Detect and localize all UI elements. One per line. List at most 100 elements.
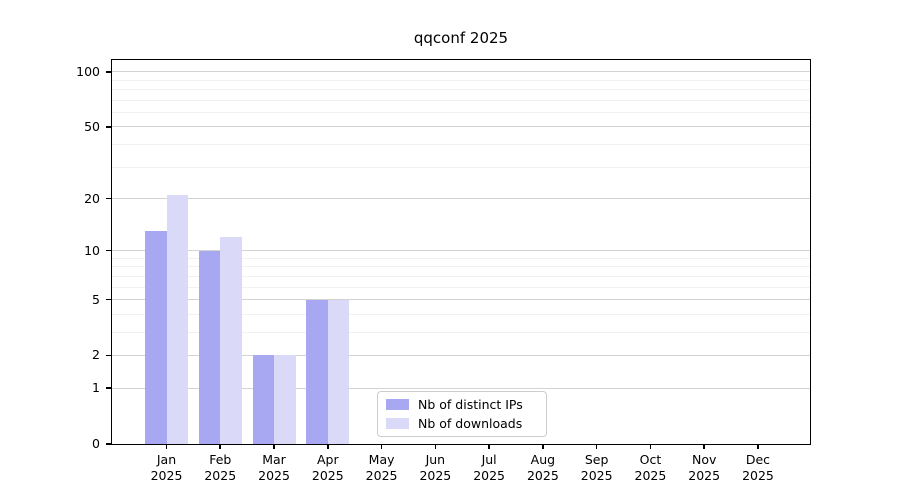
y-tick xyxy=(106,443,112,445)
y-axis-tick-label: 5 xyxy=(92,291,100,307)
gridline-minor xyxy=(112,144,810,146)
x-tick xyxy=(273,444,275,449)
y-tick xyxy=(106,298,112,301)
gridline-minor xyxy=(112,257,810,259)
x-label-year: 2025 xyxy=(258,468,290,483)
x-axis-tick-label: May 2025 xyxy=(350,452,414,484)
x-tick xyxy=(542,444,544,449)
gridline-major xyxy=(112,198,810,200)
x-label-month: Nov xyxy=(691,452,717,467)
bar-downloads xyxy=(220,237,242,444)
plot-area xyxy=(111,59,811,445)
x-tick xyxy=(703,444,705,449)
x-label-month: Dec xyxy=(745,452,771,467)
x-axis-tick-label: Dec 2025 xyxy=(726,452,790,484)
x-axis-tick-label: Apr 2025 xyxy=(296,452,360,484)
x-label-month: Aug xyxy=(530,452,556,467)
legend-swatch xyxy=(386,399,409,410)
x-tick xyxy=(595,444,598,449)
x-label-year: 2025 xyxy=(634,468,667,483)
y-axis-tick-label: 0 xyxy=(92,436,100,451)
y-axis-tick-label: 50 xyxy=(84,118,100,134)
y-axis-tick-label: 2 xyxy=(92,347,100,363)
y-tick xyxy=(106,197,112,200)
y-axis-tick-label: 10 xyxy=(84,242,100,258)
bar-downloads xyxy=(327,299,350,444)
legend-swatch xyxy=(386,418,409,429)
y-tick xyxy=(106,71,112,73)
x-tick xyxy=(649,444,652,449)
gridline-minor xyxy=(112,313,810,315)
bar-distinct-ips xyxy=(306,299,328,444)
x-label-month: May xyxy=(368,452,395,467)
x-label-year: 2025 xyxy=(742,468,774,483)
x-label-month: Feb xyxy=(209,452,232,467)
bar-distinct-ips xyxy=(145,231,167,444)
chart-title: qqconf 2025 xyxy=(413,29,509,47)
x-label-year: 2025 xyxy=(580,468,613,483)
x-label-year: 2025 xyxy=(526,468,559,483)
x-tick xyxy=(327,444,329,449)
gridline-major xyxy=(112,71,810,73)
x-label-month: Mar xyxy=(262,452,286,467)
legend: Nb of distinct IPs Nb of downloads xyxy=(377,391,547,437)
x-label-year: 2025 xyxy=(150,468,183,483)
y-tick xyxy=(106,387,112,389)
legend-item: Nb of downloads xyxy=(386,416,546,431)
x-label-year: 2025 xyxy=(365,468,398,483)
gridline-minor xyxy=(112,286,810,288)
x-tick xyxy=(488,444,490,449)
gridline-minor xyxy=(112,331,810,333)
gridline-minor xyxy=(112,79,810,81)
gridline-minor xyxy=(112,89,810,91)
y-tick xyxy=(106,354,112,357)
x-label-year: 2025 xyxy=(688,468,721,483)
legend-item: Nb of distinct IPs xyxy=(386,397,546,412)
gridline-minor xyxy=(112,166,810,168)
x-label-month: Apr xyxy=(316,452,339,467)
gridline-minor xyxy=(112,112,810,114)
gridline-major xyxy=(112,299,810,301)
x-axis-tick-label: Jul 2025 xyxy=(457,452,521,484)
x-label-month: Jul xyxy=(481,452,497,467)
y-axis-tick-label: 100 xyxy=(76,63,100,79)
x-axis-tick-label: Feb 2025 xyxy=(188,452,252,484)
y-axis-tick-label: 1 xyxy=(92,380,100,396)
x-tick xyxy=(757,444,759,449)
x-label-month: Jun xyxy=(425,452,446,467)
bar-distinct-ips xyxy=(198,250,221,444)
x-label-year: 2025 xyxy=(419,468,452,483)
bar-downloads xyxy=(274,355,296,444)
gridline-minor xyxy=(112,275,810,277)
x-label-month: Jan xyxy=(156,452,177,467)
gridline-major xyxy=(112,387,810,389)
gridline-major xyxy=(112,250,810,252)
legend-label: Nb of downloads xyxy=(418,416,523,431)
x-axis-tick-label: Sep 2025 xyxy=(565,452,629,484)
gridline-minor xyxy=(112,266,810,268)
x-label-year: 2025 xyxy=(311,468,344,483)
y-tick xyxy=(106,126,112,128)
x-tick xyxy=(219,444,222,449)
gridline-major xyxy=(112,126,810,128)
x-axis-tick-label: Jun 2025 xyxy=(403,452,467,484)
x-tick xyxy=(165,444,168,449)
x-label-month: Oct xyxy=(639,452,662,467)
x-axis-tick-label: Jan 2025 xyxy=(135,452,199,484)
bar-downloads xyxy=(166,194,188,444)
x-label-year: 2025 xyxy=(473,468,506,483)
x-label-month: Sep xyxy=(584,452,609,467)
x-axis-tick-label: Oct 2025 xyxy=(618,452,682,484)
x-axis-tick-label: Mar 2025 xyxy=(242,452,306,484)
x-tick xyxy=(434,444,437,449)
x-axis-tick-label: Aug 2025 xyxy=(511,452,575,484)
gridline-major xyxy=(112,354,810,356)
y-tick xyxy=(106,249,112,252)
gridline-minor xyxy=(112,99,810,101)
x-tick xyxy=(380,444,383,449)
x-label-year: 2025 xyxy=(204,468,237,483)
bar-distinct-ips xyxy=(252,355,275,444)
x-axis-tick-label: Nov 2025 xyxy=(672,452,736,484)
y-axis-tick-label: 20 xyxy=(84,190,100,206)
